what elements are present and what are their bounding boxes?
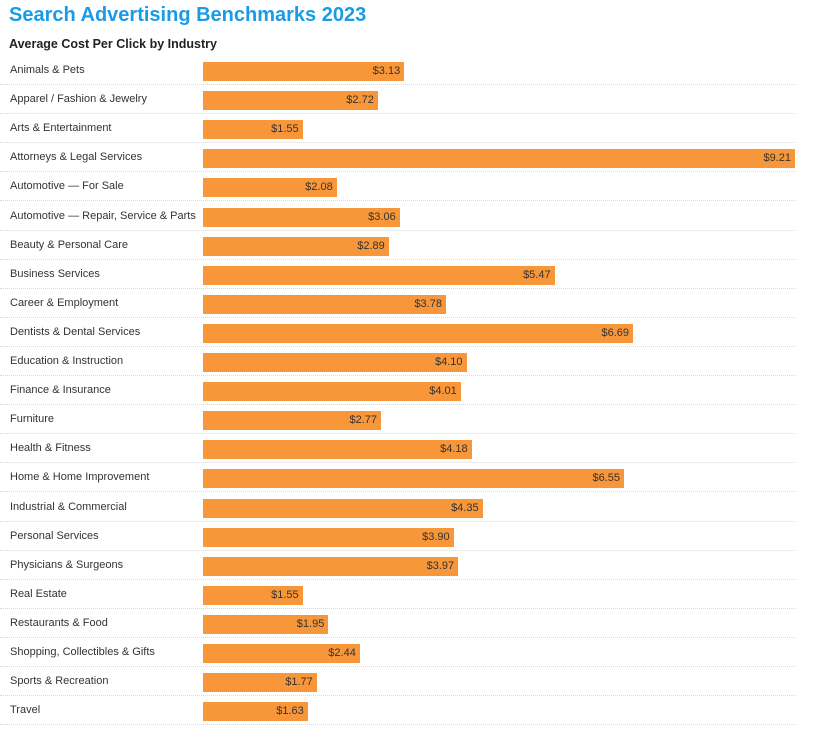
bar: $3.06 xyxy=(203,208,400,227)
category-label: Career & Employment xyxy=(10,289,118,318)
bar-value-label: $2.44 xyxy=(328,644,356,663)
bar-value-label: $2.77 xyxy=(350,411,378,430)
chart-subtitle: Average Cost Per Click by Industry xyxy=(9,37,217,51)
bar-value-label: $2.72 xyxy=(346,91,374,110)
bar: $3.13 xyxy=(203,62,404,81)
bar-value-label: $1.95 xyxy=(297,615,325,634)
bar-value-label: $1.55 xyxy=(271,586,299,605)
bar: $4.10 xyxy=(203,353,467,372)
chart-row: Physicians & Surgeons $3.97 xyxy=(0,551,822,580)
bar: $1.63 xyxy=(203,702,308,721)
bar-value-label: $2.08 xyxy=(305,178,333,197)
bar: $5.47 xyxy=(203,266,555,285)
chart-row: Shopping, Collectibles & Gifts $2.44 xyxy=(0,638,822,667)
category-label: Beauty & Personal Care xyxy=(10,231,128,260)
category-label: Industrial & Commercial xyxy=(10,493,127,522)
category-label: Apparel / Fashion & Jewelry xyxy=(10,85,147,114)
chart-row: Real Estate $1.55 xyxy=(0,580,822,609)
bar-value-label: $4.18 xyxy=(440,440,468,459)
category-label: Animals & Pets xyxy=(10,56,85,85)
bar-value-label: $4.01 xyxy=(429,382,457,401)
chart-row: Arts & Entertainment $1.55 xyxy=(0,114,822,143)
bar: $6.55 xyxy=(203,469,624,488)
category-label: Travel xyxy=(10,696,40,725)
bar: $3.97 xyxy=(203,557,458,576)
chart-row: Health & Fitness $4.18 xyxy=(0,434,822,463)
chart-row: Apparel / Fashion & Jewelry $2.72 xyxy=(0,85,822,114)
category-label: Personal Services xyxy=(10,522,99,551)
bar: $4.35 xyxy=(203,499,483,518)
bar: $2.77 xyxy=(203,411,381,430)
category-label: Attorneys & Legal Services xyxy=(10,143,142,172)
chart-row: Attorneys & Legal Services $9.21 xyxy=(0,143,822,172)
bar: $3.78 xyxy=(203,295,446,314)
bar: $1.77 xyxy=(203,673,317,692)
bar-value-label: $3.06 xyxy=(368,208,396,227)
chart-row: Sports & Recreation $1.77 xyxy=(0,667,822,696)
category-label: Automotive — For Sale xyxy=(10,172,124,201)
chart-row: Restaurants & Food $1.95 xyxy=(0,609,822,638)
category-label: Home & Home Improvement xyxy=(10,463,149,492)
chart-row: Travel $1.63 xyxy=(0,696,822,725)
category-label: Automotive — Repair, Service & Parts xyxy=(10,202,196,231)
bar-value-label: $3.78 xyxy=(414,295,442,314)
bar: $2.44 xyxy=(203,644,360,663)
chart-row: Industrial & Commercial $4.35 xyxy=(0,493,822,522)
bar-value-label: $2.89 xyxy=(357,237,385,256)
chart-row: Automotive — Repair, Service & Parts $3.0… xyxy=(0,202,822,231)
bar-value-label: $3.13 xyxy=(373,62,401,81)
bar: $9.21 xyxy=(203,149,795,168)
category-label: Finance & Insurance xyxy=(10,376,111,405)
chart-row: Career & Employment $3.78 xyxy=(0,289,822,318)
chart-row: Personal Services $3.90 xyxy=(0,522,822,551)
bar: $4.18 xyxy=(203,440,472,459)
bar: $4.01 xyxy=(203,382,461,401)
chart-row: Dentists & Dental Services $6.69 xyxy=(0,318,822,347)
chart-row: Animals & Pets $3.13 xyxy=(0,56,822,85)
bar-value-label: $9.21 xyxy=(763,149,791,168)
chart-title: Search Advertising Benchmarks 2023 xyxy=(9,4,366,27)
bar-value-label: $1.63 xyxy=(276,702,304,721)
chart-row: Business Services $5.47 xyxy=(0,260,822,289)
bar-value-label: $6.69 xyxy=(601,324,629,343)
category-label: Restaurants & Food xyxy=(10,609,108,638)
bar: $6.69 xyxy=(203,324,633,343)
bar-value-label: $3.97 xyxy=(427,557,455,576)
bar-value-label: $6.55 xyxy=(592,469,620,488)
bar-value-label: $3.90 xyxy=(422,528,450,547)
bar-value-label: $4.10 xyxy=(435,353,463,372)
bar: $1.55 xyxy=(203,586,303,605)
category-label: Real Estate xyxy=(10,580,67,609)
bar: $1.95 xyxy=(203,615,328,634)
bar: $3.90 xyxy=(203,528,454,547)
row-divider xyxy=(0,724,796,725)
bar-value-label: $1.77 xyxy=(285,673,313,692)
chart-row: Beauty & Personal Care $2.89 xyxy=(0,231,822,260)
category-label: Dentists & Dental Services xyxy=(10,318,140,347)
category-label: Furniture xyxy=(10,405,54,434)
bar-value-label: $5.47 xyxy=(523,266,551,285)
chart-row: Automotive — For Sale $2.08 xyxy=(0,172,822,201)
bar-value-label: $1.55 xyxy=(271,120,299,139)
chart-row: Education & Instruction $4.10 xyxy=(0,347,822,376)
bar: $2.72 xyxy=(203,91,378,110)
chart-row: Home & Home Improvement $6.55 xyxy=(0,463,822,492)
category-label: Business Services xyxy=(10,260,100,289)
category-label: Physicians & Surgeons xyxy=(10,551,123,580)
chart-row: Furniture $2.77 xyxy=(0,405,822,434)
category-label: Shopping, Collectibles & Gifts xyxy=(10,638,155,667)
category-label: Education & Instruction xyxy=(10,347,123,376)
category-label: Sports & Recreation xyxy=(10,667,108,696)
bar-value-label: $4.35 xyxy=(451,499,479,518)
bar-chart: Animals & Pets $3.13 Apparel / Fashion & J… xyxy=(0,56,822,726)
category-label: Health & Fitness xyxy=(10,434,91,463)
category-label: Arts & Entertainment xyxy=(10,114,112,143)
bar: $1.55 xyxy=(203,120,303,139)
bar: $2.08 xyxy=(203,178,337,197)
chart-row: Finance & Insurance $4.01 xyxy=(0,376,822,405)
bar: $2.89 xyxy=(203,237,389,256)
